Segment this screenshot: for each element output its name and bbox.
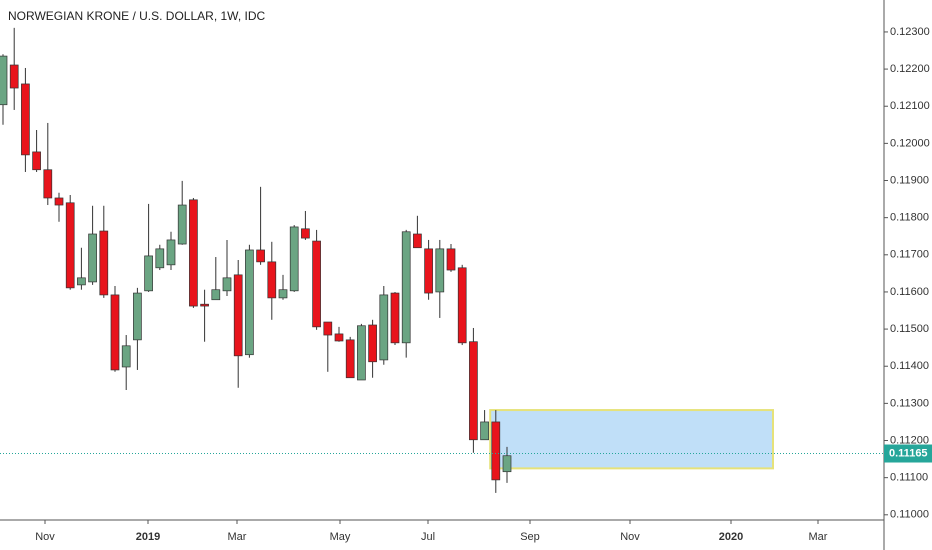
- candle-body: [502, 455, 512, 473]
- y-tick-label: 0.12200: [890, 63, 930, 75]
- candle-body: [65, 202, 75, 289]
- candle-body: [200, 303, 209, 307]
- candle-body: [413, 233, 422, 249]
- y-tick-label: 0.11000: [890, 509, 929, 521]
- candle-body: [21, 83, 30, 156]
- candle-body: [77, 277, 86, 286]
- candle-body: [32, 151, 41, 171]
- y-tick-label: 0.11100: [890, 472, 928, 484]
- candle-body: [155, 248, 165, 269]
- candle-body: [345, 339, 355, 379]
- candle-body: [390, 292, 400, 344]
- x-tick-label: Sep: [520, 531, 540, 543]
- candle-body: [435, 248, 445, 293]
- candle-body: [166, 239, 176, 266]
- candle-body: [446, 248, 456, 271]
- candle-body: [211, 289, 221, 301]
- candle-body: [457, 267, 467, 344]
- candle-body: [278, 289, 288, 299]
- candle-body: [54, 197, 64, 206]
- x-tick-label: 2019: [136, 531, 160, 543]
- y-tick-label: 0.11900: [890, 174, 929, 186]
- y-tick-label: 0.11300: [890, 397, 929, 409]
- candle-body: [401, 231, 411, 344]
- candle-body: [144, 255, 153, 292]
- candle-body: [43, 169, 53, 199]
- candle-body: [424, 248, 433, 294]
- y-tick-label: 0.11500: [890, 323, 929, 335]
- candle-body: [245, 249, 254, 356]
- x-tick-label: May: [330, 531, 351, 543]
- y-tick-label: 0.12100: [890, 100, 930, 112]
- candle-body: [491, 421, 501, 481]
- x-tick-label: 2020: [719, 531, 743, 543]
- candle-body: [267, 261, 277, 299]
- candle-body: [0, 55, 8, 106]
- y-tick-label: 0.11700: [890, 249, 929, 261]
- highlight-zone: [489, 409, 774, 470]
- candle-body: [368, 324, 377, 363]
- last-price-label: 0.11165: [889, 447, 928, 459]
- x-tick-label: Mar: [228, 531, 247, 543]
- y-tick-label: 0.12000: [890, 137, 930, 149]
- candle-body: [9, 64, 19, 89]
- candle-body: [189, 199, 198, 307]
- candle-body: [222, 277, 232, 292]
- candle-body: [312, 240, 321, 328]
- candle-body: [469, 341, 478, 441]
- candle-body: [357, 325, 366, 381]
- candle-body: [301, 228, 310, 239]
- x-tick-label: Nov: [35, 531, 55, 543]
- candle-body: [133, 292, 142, 341]
- candle-body: [256, 249, 265, 263]
- candle-body: [289, 226, 299, 292]
- x-tick-label: Nov: [620, 531, 640, 543]
- candle-body: [177, 204, 187, 245]
- y-tick-label: 0.11800: [890, 212, 929, 224]
- candle-body: [379, 294, 389, 361]
- candle-body: [323, 321, 333, 336]
- chart-title: NORWEGIAN KRONE / U.S. DOLLAR, 1W, IDC: [8, 9, 265, 23]
- y-tick-label: 0.11600: [890, 286, 929, 298]
- y-tick-label: 0.11200: [890, 434, 929, 446]
- candle-body: [334, 333, 344, 342]
- candle-body: [110, 294, 120, 371]
- candle-body: [480, 421, 489, 441]
- y-tick-label: 0.12300: [890, 26, 930, 38]
- x-tick-label: Mar: [809, 531, 828, 543]
- y-tick-label: 0.11400: [890, 360, 929, 372]
- x-tick-label: Jul: [421, 531, 435, 543]
- candle-body: [233, 274, 243, 357]
- candle-body: [88, 233, 97, 283]
- candle-body: [99, 230, 109, 296]
- last-price-box: [884, 444, 932, 463]
- candle-body: [121, 345, 131, 368]
